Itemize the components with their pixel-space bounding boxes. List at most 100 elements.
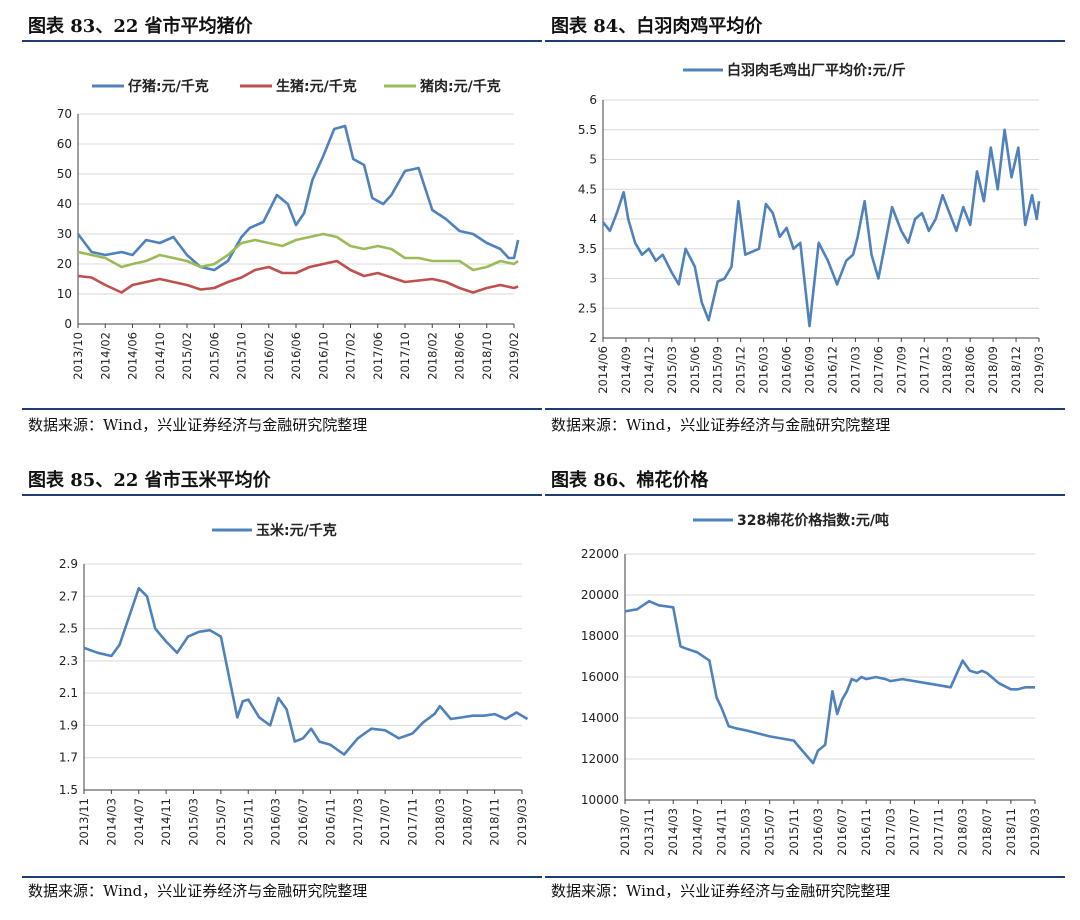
x-tick-label: 2016/03: [757, 346, 771, 394]
x-tick-label: 2016/03: [269, 798, 283, 846]
x-tick-label: 2015/06: [688, 346, 702, 394]
legend-label: 328棉花价格指数:元/吨: [737, 512, 889, 529]
x-tick-label: 2015/07: [763, 808, 777, 856]
y-tick-label: 18000: [581, 629, 619, 643]
y-tick-label: 5: [589, 153, 597, 167]
series-line: [77, 259, 519, 294]
chart-title: 图表 86、棉花价格: [551, 470, 709, 491]
chart-title: 图表 84、白羽肉鸡平均价: [551, 16, 763, 37]
x-tick-label: 2019/03: [515, 798, 529, 846]
x-tick-label: 2017/03: [883, 808, 897, 856]
x-tick-label: 2014/03: [666, 808, 680, 856]
y-tick-label: 2.1: [59, 686, 78, 700]
y-tick-label: 4: [589, 212, 597, 226]
x-tick-label: 2017/06: [371, 332, 385, 380]
x-tick-label: 2019/02: [507, 332, 521, 380]
source-divider: [545, 876, 1065, 878]
x-tick-label: 2018/11: [1004, 808, 1018, 856]
x-tick-label: 2016/10: [316, 332, 330, 380]
data-source-note: 数据来源：Wind，兴业证券经济与金融研究院整理: [28, 416, 368, 434]
y-tick-label: 4.5: [578, 182, 597, 196]
data-source-note: 数据来源：Wind，兴业证券经济与金融研究院整理: [551, 416, 891, 434]
x-tick-label: 2019/03: [1028, 808, 1042, 856]
source-divider: [22, 408, 542, 410]
x-tick-label: 2016/09: [803, 346, 817, 394]
y-tick-label: 2.9: [59, 557, 78, 571]
y-tick-label: 10000: [581, 793, 619, 807]
y-tick-label: 2.5: [578, 301, 597, 315]
x-tick-label: 2013/11: [77, 798, 91, 846]
x-tick-label: 2014/06: [596, 346, 610, 394]
y-tick-label: 12000: [581, 752, 619, 766]
chart-panel-84: 图表 84、白羽肉鸡平均价 白羽肉毛鸡出厂平均价:元/斤 2 2.5 3 3.5 4 4.5…: [545, 6, 1065, 446]
y-tick-label: 40: [57, 197, 72, 211]
series-line: [624, 599, 1035, 765]
x-tick-label: 2013/07: [618, 808, 632, 856]
line-chart-svg: 白羽肉毛鸡出厂平均价:元/斤 2 2.5 3 3.5 4 4.5 5 5.5 6 2014/06 20…: [578, 62, 1046, 394]
source-divider: [22, 876, 542, 878]
y-tick-label: 0: [64, 317, 72, 331]
y-tick-label: 5.5: [578, 123, 597, 137]
x-tick-label: 2018/03: [940, 346, 954, 394]
x-tick-label: 2018/07: [460, 798, 474, 846]
y-tick-label: 2.3: [59, 654, 78, 668]
chart-panel-86: 图表 86、棉花价格 328棉花价格指数:元/吨 10000 12000 14000 1…: [545, 460, 1065, 900]
x-tick-label: 2014/12: [642, 346, 656, 394]
x-tick-label: 2017/02: [344, 332, 358, 380]
line-chart-svg: 玉米:元/千克 1.5 1.7 1.9 2.1 2.3 2.5 2.7 2.9 2013/11 20…: [59, 522, 529, 846]
y-tick-label: 30: [57, 227, 72, 241]
source-divider: [545, 408, 1065, 410]
y-tick-label: 10: [57, 287, 72, 301]
x-tick-label: 2015/10: [235, 332, 249, 380]
x-tick-label: 2016/11: [859, 808, 873, 856]
y-tick-label: 14000: [581, 711, 619, 725]
x-tick-label: 2018/10: [480, 332, 494, 380]
series-line: [601, 128, 1041, 328]
x-tick-label: 2013/10: [71, 332, 85, 380]
chart-title-bar: 图表 83、22 省市平均猪价: [22, 6, 542, 42]
x-tick-label: 2015/09: [711, 346, 725, 394]
y-tick-label: 3: [589, 272, 597, 286]
x-tick-label: 2018/11: [488, 798, 502, 846]
x-tick-label: 2018/12: [1009, 346, 1023, 394]
y-tick-label: 1.5: [59, 783, 78, 797]
x-tick-label: 2015/11: [787, 808, 801, 856]
series-line: [77, 232, 519, 272]
x-tick-label: 2015/12: [734, 346, 748, 394]
x-tick-label: 2014/06: [126, 332, 140, 380]
x-tick-label: 2018/03: [433, 798, 447, 846]
x-tick-label: 2017/10: [398, 332, 412, 380]
x-tick-label: 2017/06: [871, 346, 885, 394]
y-tick-label: 50: [57, 167, 72, 181]
x-tick-label: 2016/07: [296, 798, 310, 846]
x-tick-label: 2013/11: [642, 808, 656, 856]
y-tick-label: 2: [589, 331, 597, 345]
y-tick-label: 3.5: [578, 242, 597, 256]
series-line: [83, 586, 529, 756]
x-tick-label: 2017/07: [907, 808, 921, 856]
x-tick-label: 2014/10: [153, 332, 167, 380]
x-tick-label: 2018/09: [986, 346, 1000, 394]
x-tick-label: 2018/06: [453, 332, 467, 380]
x-tick-label: 2017/12: [917, 346, 931, 394]
x-tick-label: 2018/02: [425, 332, 439, 380]
x-tick-label: 2018/06: [963, 346, 977, 394]
x-tick-label: 2016/06: [780, 346, 794, 394]
chart-panel-85: 图表 85、22 省市玉米平均价 玉米:元/千克 1.5 1.7 1.9 2.1 2.3 2…: [22, 460, 542, 900]
y-tick-label: 2.7: [59, 589, 78, 603]
legend-label: 仔猪:元/千克: [128, 78, 209, 95]
legend-label: 猪肉:元/千克: [419, 78, 501, 95]
x-tick-label: 2017/11: [406, 798, 420, 846]
legend-label: 白羽肉毛鸡出厂平均价:元/斤: [727, 62, 906, 79]
y-tick-label: 60: [57, 137, 72, 151]
x-tick-label: 2015/02: [180, 332, 194, 380]
y-tick-label: 16000: [581, 670, 619, 684]
x-tick-label: 2018/03: [956, 808, 970, 856]
data-source-note: 数据来源：Wind，兴业证券经济与金融研究院整理: [28, 882, 368, 900]
x-tick-label: 2014/11: [714, 808, 728, 856]
x-tick-label: 2014/07: [132, 798, 146, 846]
y-tick-label: 2.5: [59, 622, 78, 636]
chart-title: 图表 83、22 省市平均猪价: [28, 16, 253, 37]
x-tick-label: 2018/07: [980, 808, 994, 856]
x-tick-label: 2016/02: [262, 332, 276, 380]
